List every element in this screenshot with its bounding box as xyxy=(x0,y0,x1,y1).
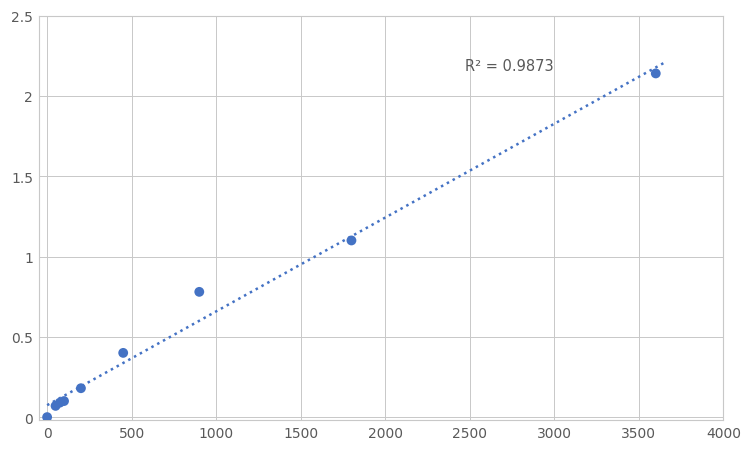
Point xyxy=(193,289,205,296)
Point xyxy=(50,402,62,410)
Point xyxy=(117,350,129,357)
Point xyxy=(345,237,357,244)
Point xyxy=(650,71,662,78)
Text: R² = 0.9873: R² = 0.9873 xyxy=(465,59,553,74)
Point xyxy=(54,399,66,406)
Point xyxy=(58,398,70,405)
Point xyxy=(75,385,87,392)
Point xyxy=(41,414,53,421)
